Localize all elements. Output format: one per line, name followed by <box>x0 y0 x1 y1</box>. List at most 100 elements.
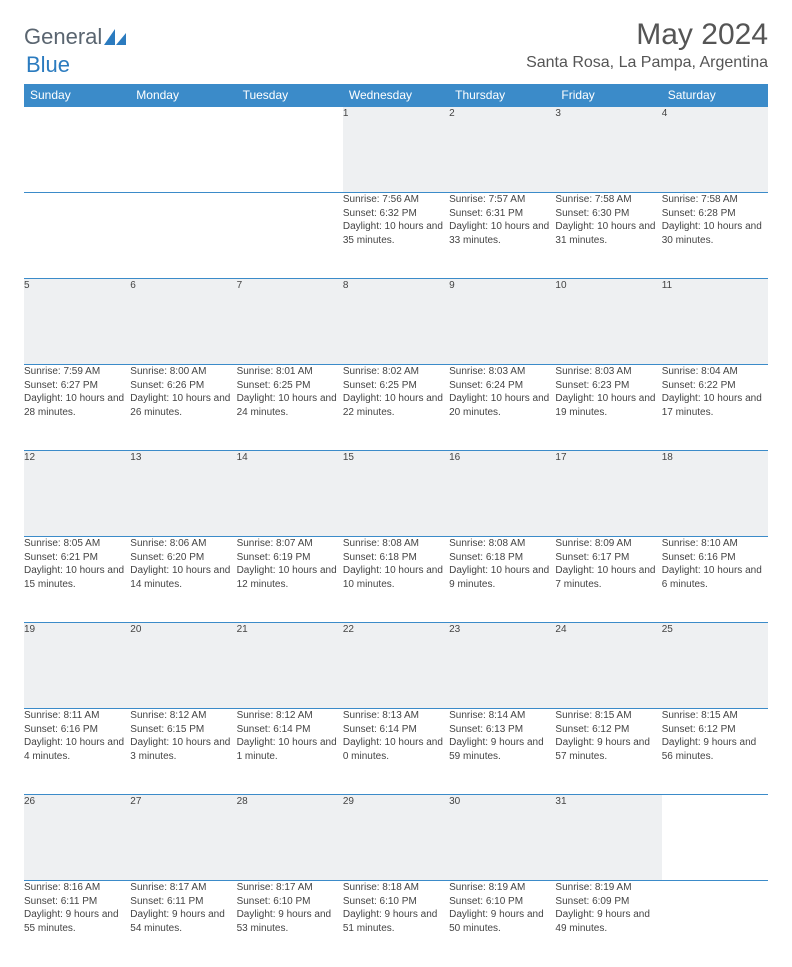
daylight-line: Daylight: 9 hours and 59 minutes. <box>449 736 555 763</box>
day-number-cell: 5 <box>24 279 130 365</box>
day-number-cell: 20 <box>130 623 236 709</box>
sunset-line: Sunset: 6:10 PM <box>449 895 555 909</box>
calendar-table: SundayMondayTuesdayWednesdayThursdayFrid… <box>24 84 768 967</box>
daylight-line: Daylight: 10 hours and 26 minutes. <box>130 392 236 419</box>
day-body-cell: Sunrise: 8:19 AMSunset: 6:09 PMDaylight:… <box>555 881 661 967</box>
daylight-line: Daylight: 9 hours and 55 minutes. <box>24 908 130 935</box>
sunset-line: Sunset: 6:21 PM <box>24 551 130 565</box>
day-number-row: 567891011 <box>24 279 768 365</box>
sunrise-line: Sunrise: 8:17 AM <box>237 881 343 895</box>
day-body-cell: Sunrise: 8:08 AMSunset: 6:18 PMDaylight:… <box>449 537 555 623</box>
daylight-line: Daylight: 10 hours and 33 minutes. <box>449 220 555 247</box>
day-number-cell: 27 <box>130 795 236 881</box>
day-body-cell: Sunrise: 7:59 AMSunset: 6:27 PMDaylight:… <box>24 365 130 451</box>
daylight-line: Daylight: 9 hours and 51 minutes. <box>343 908 449 935</box>
sunrise-line: Sunrise: 7:57 AM <box>449 193 555 207</box>
sunset-line: Sunset: 6:27 PM <box>24 379 130 393</box>
day-number-cell <box>24 107 130 193</box>
sunset-line: Sunset: 6:20 PM <box>130 551 236 565</box>
day-number-cell: 10 <box>555 279 661 365</box>
weekday-header: Wednesday <box>343 84 449 107</box>
month-title: May 2024 <box>526 18 768 52</box>
day-body-cell: Sunrise: 8:19 AMSunset: 6:10 PMDaylight:… <box>449 881 555 967</box>
sunrise-line: Sunrise: 7:58 AM <box>662 193 768 207</box>
daylight-line: Daylight: 10 hours and 19 minutes. <box>555 392 661 419</box>
daylight-line: Daylight: 10 hours and 0 minutes. <box>343 736 449 763</box>
day-body-cell: Sunrise: 8:03 AMSunset: 6:24 PMDaylight:… <box>449 365 555 451</box>
sunset-line: Sunset: 6:09 PM <box>555 895 661 909</box>
sunrise-line: Sunrise: 8:12 AM <box>130 709 236 723</box>
day-body-cell: Sunrise: 8:13 AMSunset: 6:14 PMDaylight:… <box>343 709 449 795</box>
daylight-line: Daylight: 9 hours and 54 minutes. <box>130 908 236 935</box>
day-number-cell <box>130 107 236 193</box>
day-number-row: 262728293031 <box>24 795 768 881</box>
daylight-line: Daylight: 10 hours and 28 minutes. <box>24 392 130 419</box>
day-number-cell: 13 <box>130 451 236 537</box>
sunset-line: Sunset: 6:18 PM <box>343 551 449 565</box>
title-block: May 2024 Santa Rosa, La Pampa, Argentina <box>526 18 768 72</box>
day-number-cell: 18 <box>662 451 768 537</box>
weekday-header: Sunday <box>24 84 130 107</box>
day-body-row: Sunrise: 7:56 AMSunset: 6:32 PMDaylight:… <box>24 193 768 279</box>
day-body-cell <box>24 193 130 279</box>
sunrise-line: Sunrise: 8:18 AM <box>343 881 449 895</box>
daylight-line: Daylight: 10 hours and 20 minutes. <box>449 392 555 419</box>
sunset-line: Sunset: 6:17 PM <box>555 551 661 565</box>
daylight-line: Daylight: 10 hours and 3 minutes. <box>130 736 236 763</box>
day-number-row: 19202122232425 <box>24 623 768 709</box>
sunset-line: Sunset: 6:14 PM <box>343 723 449 737</box>
day-body-cell: Sunrise: 8:17 AMSunset: 6:11 PMDaylight:… <box>130 881 236 967</box>
day-body-cell: Sunrise: 8:15 AMSunset: 6:12 PMDaylight:… <box>555 709 661 795</box>
day-body-cell: Sunrise: 7:56 AMSunset: 6:32 PMDaylight:… <box>343 193 449 279</box>
day-number-cell: 22 <box>343 623 449 709</box>
sunrise-line: Sunrise: 8:16 AM <box>24 881 130 895</box>
day-body-cell: Sunrise: 8:15 AMSunset: 6:12 PMDaylight:… <box>662 709 768 795</box>
calendar-body: 1234Sunrise: 7:56 AMSunset: 6:32 PMDayli… <box>24 107 768 967</box>
day-number-cell: 4 <box>662 107 768 193</box>
day-body-cell: Sunrise: 8:11 AMSunset: 6:16 PMDaylight:… <box>24 709 130 795</box>
sunrise-line: Sunrise: 8:03 AM <box>555 365 661 379</box>
day-body-cell: Sunrise: 8:12 AMSunset: 6:15 PMDaylight:… <box>130 709 236 795</box>
daylight-line: Daylight: 10 hours and 17 minutes. <box>662 392 768 419</box>
sunset-line: Sunset: 6:11 PM <box>130 895 236 909</box>
daylight-line: Daylight: 10 hours and 14 minutes. <box>130 564 236 591</box>
sunset-line: Sunset: 6:22 PM <box>662 379 768 393</box>
sunset-line: Sunset: 6:11 PM <box>24 895 130 909</box>
day-body-cell: Sunrise: 8:07 AMSunset: 6:19 PMDaylight:… <box>237 537 343 623</box>
day-body-cell <box>130 193 236 279</box>
weekday-header: Thursday <box>449 84 555 107</box>
sunset-line: Sunset: 6:31 PM <box>449 207 555 221</box>
day-body-cell: Sunrise: 8:12 AMSunset: 6:14 PMDaylight:… <box>237 709 343 795</box>
day-body-cell: Sunrise: 8:01 AMSunset: 6:25 PMDaylight:… <box>237 365 343 451</box>
day-body-cell: Sunrise: 8:02 AMSunset: 6:25 PMDaylight:… <box>343 365 449 451</box>
logo-text-general: General <box>24 24 102 50</box>
sunset-line: Sunset: 6:12 PM <box>662 723 768 737</box>
sunrise-line: Sunrise: 8:15 AM <box>662 709 768 723</box>
day-number-cell: 11 <box>662 279 768 365</box>
sunset-line: Sunset: 6:18 PM <box>449 551 555 565</box>
sunrise-line: Sunrise: 8:02 AM <box>343 365 449 379</box>
day-number-cell: 31 <box>555 795 661 881</box>
day-body-cell: Sunrise: 8:06 AMSunset: 6:20 PMDaylight:… <box>130 537 236 623</box>
daylight-line: Daylight: 10 hours and 1 minute. <box>237 736 343 763</box>
day-number-cell: 29 <box>343 795 449 881</box>
daylight-line: Daylight: 10 hours and 24 minutes. <box>237 392 343 419</box>
day-number-cell: 1 <box>343 107 449 193</box>
day-number-cell: 21 <box>237 623 343 709</box>
daylight-line: Daylight: 10 hours and 22 minutes. <box>343 392 449 419</box>
sunrise-line: Sunrise: 8:13 AM <box>343 709 449 723</box>
day-number-cell: 9 <box>449 279 555 365</box>
day-body-cell: Sunrise: 8:00 AMSunset: 6:26 PMDaylight:… <box>130 365 236 451</box>
day-body-cell: Sunrise: 8:03 AMSunset: 6:23 PMDaylight:… <box>555 365 661 451</box>
sunrise-line: Sunrise: 8:19 AM <box>449 881 555 895</box>
day-number-cell: 17 <box>555 451 661 537</box>
daylight-line: Daylight: 10 hours and 9 minutes. <box>449 564 555 591</box>
day-number-cell: 25 <box>662 623 768 709</box>
day-number-cell: 26 <box>24 795 130 881</box>
day-number-cell: 19 <box>24 623 130 709</box>
day-body-row: Sunrise: 8:05 AMSunset: 6:21 PMDaylight:… <box>24 537 768 623</box>
day-number-cell: 8 <box>343 279 449 365</box>
day-number-cell: 6 <box>130 279 236 365</box>
day-body-row: Sunrise: 7:59 AMSunset: 6:27 PMDaylight:… <box>24 365 768 451</box>
sunset-line: Sunset: 6:10 PM <box>343 895 449 909</box>
